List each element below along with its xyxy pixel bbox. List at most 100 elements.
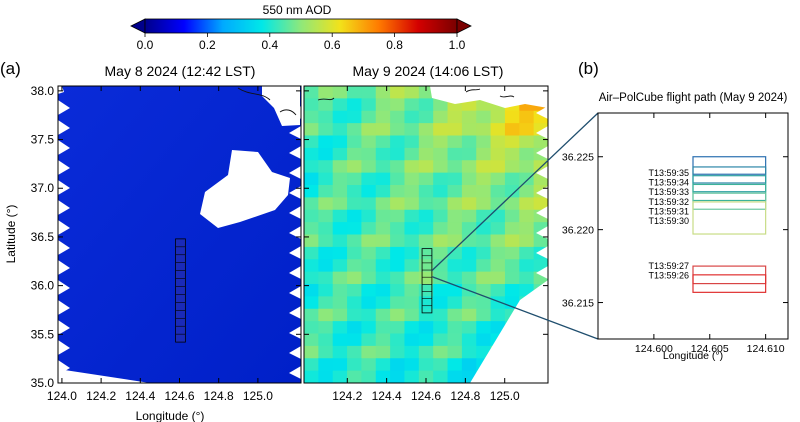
aod-cell [519, 222, 535, 236]
panel-a-edge-notch [289, 346, 301, 359]
aod-cell [347, 345, 363, 359]
aod-cell [447, 308, 463, 322]
aod-cell [404, 271, 420, 285]
aod-cell [433, 296, 449, 310]
aod-cell [461, 197, 477, 211]
aod-cell [447, 209, 463, 223]
aod-cell [304, 209, 319, 223]
aod-cell [390, 147, 406, 161]
aod-cell [490, 234, 506, 248]
aod-cell [504, 246, 520, 260]
aod-cell [404, 222, 420, 236]
aod-cell [490, 147, 506, 161]
aod-cell [433, 110, 449, 124]
panel-c-xlabel: Longitude (°) [663, 350, 723, 362]
panel-c-xtick-label: 124.610 [747, 343, 785, 355]
aod-cell [318, 98, 334, 112]
aod-cell [361, 345, 377, 359]
aod-cell [318, 147, 334, 161]
aod-cell [375, 234, 391, 248]
aod-cell [375, 185, 391, 198]
panel-c: Air–PolCube flight path (May 9 2024) T13… [562, 92, 789, 362]
aod-cell [347, 222, 363, 236]
aod-cell [418, 110, 434, 124]
aod-cell [390, 98, 406, 112]
panel-a-ytick-label: 36.5 [31, 230, 55, 244]
panel-a: May 8 2024 (12:42 LST) 124.0 124.2 124.4 12… [4, 63, 302, 422]
aod-cell [390, 185, 406, 198]
panel-a-ytick-label: 35.0 [31, 376, 55, 390]
panel-a-ytick-label: 38.0 [31, 84, 55, 98]
aod-cell [332, 209, 348, 223]
aod-cell [332, 345, 348, 359]
panel-a-ytick-label: 37.0 [31, 181, 55, 195]
aod-cell [361, 296, 377, 310]
panel-b-edge-notch [536, 346, 548, 359]
aod-cell [476, 172, 492, 186]
panel-a-edge-notch [289, 266, 301, 279]
aod-cell [476, 259, 492, 273]
aod-cell [519, 185, 535, 198]
aod-cell [375, 271, 391, 285]
aod-cell [519, 110, 535, 124]
aod-cell [476, 185, 492, 198]
panel-a-ytick-label: 36.0 [31, 279, 55, 293]
aod-cell [347, 98, 363, 112]
footprint-time-label: T13:59:27 [648, 261, 689, 271]
aod-cell [347, 296, 363, 310]
aod-cell [375, 259, 391, 273]
panel-a-ytick-label: 35.5 [31, 327, 55, 341]
aod-cell [504, 160, 520, 174]
aod-cell [318, 197, 334, 211]
aod-cell [433, 222, 449, 236]
aod-cell [375, 222, 391, 236]
colorbar-under-arrow [130, 18, 146, 34]
aod-cell [318, 185, 334, 198]
panel-a-edge-notch [58, 340, 70, 355]
aod-cell [347, 123, 363, 137]
aod-cell [304, 296, 319, 310]
aod-cell [519, 147, 535, 161]
aod-cell [332, 222, 348, 236]
footprint-rect [692, 201, 767, 235]
colorbar-bar [144, 18, 458, 34]
aod-cell [533, 135, 548, 149]
aod-cell [347, 234, 363, 248]
aod-cell [447, 135, 463, 149]
aod-cell [519, 271, 535, 285]
aod-cell [447, 123, 463, 137]
aod-cell [519, 209, 535, 223]
aod-cell [375, 246, 391, 260]
aod-cell [504, 110, 520, 124]
aod-cell [361, 358, 377, 372]
aod-cell [347, 284, 363, 297]
aod-cell [418, 308, 434, 322]
aod-cell [361, 370, 377, 383]
aod-cell [418, 222, 434, 236]
panel-b-edge-notch [536, 326, 548, 339]
footprint-time-label: T13:59:33 [648, 187, 689, 197]
colorbar-tick-label: 0.4 [261, 38, 278, 52]
aod-cell [404, 172, 420, 186]
aod-cell [318, 160, 334, 174]
aod-cell [447, 234, 463, 248]
aod-cell [490, 246, 506, 260]
colorbar-tick-label: 0.8 [386, 38, 403, 52]
aod-cell [361, 185, 377, 198]
aod-cell [447, 160, 463, 174]
aod-cell [461, 135, 477, 149]
aod-cell [461, 172, 477, 186]
panel-a-edge-notch [289, 226, 301, 239]
panel-b-edge-notch [536, 366, 548, 379]
aod-cell [418, 185, 434, 198]
aod-cell [361, 246, 377, 260]
aod-cell [361, 135, 377, 149]
aod-cell [361, 259, 377, 273]
aod-cell [304, 321, 319, 335]
footprint-rect [692, 175, 767, 193]
aod-cell [447, 110, 463, 124]
aod-cell [390, 308, 406, 322]
aod-cell [347, 86, 363, 99]
aod-cell [504, 271, 520, 285]
aod-cell [404, 209, 420, 223]
